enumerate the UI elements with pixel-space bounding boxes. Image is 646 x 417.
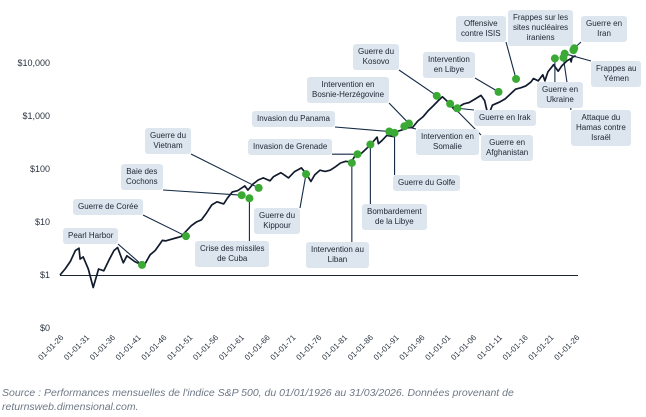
event-label: Intervention au Liban: [306, 242, 369, 268]
x-tick-label: 01-01-01: [423, 333, 452, 362]
x-tick-label: 01-01-21: [527, 333, 556, 362]
event-marker: [390, 128, 399, 137]
event-label: Frappes sur les sites nucléaires iranien…: [508, 10, 574, 46]
event-connector: [474, 77, 499, 93]
x-tick-label: 01-01-06: [449, 333, 478, 362]
event-marker: [245, 194, 254, 203]
y-tick-label: $0: [40, 323, 50, 333]
x-tick-label: 01-01-76: [294, 333, 323, 362]
event-marker: [512, 74, 521, 83]
y-tick-label: $100: [30, 164, 50, 174]
event-label: Crise des missiles de Cuba: [195, 241, 270, 267]
event-label: Invasion de Grenade: [248, 139, 333, 155]
y-tick-label: $10: [35, 217, 50, 227]
event-label: Guerre en Irak: [474, 110, 536, 126]
x-tick-label: 01-01-51: [165, 333, 194, 362]
y-axis: $0 $1 $10 $100 $1,000 $10,000: [17, 58, 578, 333]
event-connector: [398, 69, 438, 97]
event-marker: [302, 170, 311, 179]
x-tick-label: 01-01-16: [501, 333, 530, 362]
event-marker: [404, 119, 413, 128]
event-marker: [446, 99, 455, 108]
event-marker: [347, 158, 356, 167]
event-connector: [564, 53, 592, 62]
event-label: Intervention en Somalie: [416, 129, 479, 155]
event-marker: [432, 91, 441, 100]
x-tick-label: 01-01-81: [320, 333, 349, 362]
event-label: Bombardement de la Libye: [362, 204, 427, 230]
event-marker: [353, 150, 362, 159]
x-tick-label: 01-01-86: [346, 333, 375, 362]
x-tick-label: 01-01-96: [398, 333, 427, 362]
event-marker: [366, 140, 375, 149]
event-label: Frappes au Yémen: [591, 61, 642, 87]
x-tick-label: 01-01-61: [217, 333, 246, 362]
event-marker: [237, 191, 246, 200]
event-label: Baie des Cochons: [121, 164, 163, 190]
x-tick-label: 01-01-41: [114, 333, 143, 362]
x-tick-label: 01-01-46: [140, 333, 169, 362]
event-marker: [453, 104, 462, 113]
event-connector: [334, 126, 390, 133]
x-tick-label: 01-01-26: [552, 333, 581, 362]
event-label: Offensive contre ISIS: [456, 16, 506, 42]
x-tick-label: 01-01-71: [269, 333, 298, 362]
event-label: Guerre du Kosovo: [353, 44, 400, 70]
event-marker: [137, 260, 146, 269]
source-caption: Source : Performances mensuelles de l'in…: [2, 387, 514, 413]
event-label: Guerre en Iran: [581, 16, 628, 42]
x-axis: 01-01-2601-01-3101-01-3601-01-4101-01-46…: [36, 333, 581, 362]
event-connector: [162, 189, 242, 196]
event-connector: [505, 41, 517, 80]
event-label: Attaque du Hamas contre Israël: [571, 110, 631, 146]
x-tick-label: 01-01-56: [191, 333, 220, 362]
event-label: Guerre de Corée: [73, 199, 144, 215]
y-tick-label: $1: [40, 270, 50, 280]
event-connector: [190, 153, 259, 189]
event-label: Pearl Harbor: [63, 228, 119, 244]
event-connector: [117, 243, 143, 266]
event-connector: [299, 174, 307, 209]
event-marker: [182, 232, 191, 241]
x-tick-label: 01-01-66: [243, 333, 272, 362]
event-marker: [569, 46, 578, 55]
event-label: Guerre du Golfe: [393, 175, 461, 191]
y-tick-label: $1,000: [22, 111, 50, 121]
event-label: Intervention en Libye: [423, 52, 475, 78]
x-tick-label: 01-01-36: [88, 333, 117, 362]
event-marker: [550, 54, 559, 63]
event-marker: [560, 49, 569, 58]
y-tick-label: $10,000: [17, 58, 50, 68]
event-marker: [254, 183, 263, 192]
x-tick-label: 01-01-26: [36, 333, 65, 362]
event-label: Guerre du Vietnam: [145, 128, 192, 154]
event-connector: [388, 102, 410, 124]
event-label: Intervention en Bosnie-Herzégovine: [307, 77, 390, 103]
x-tick-label: 01-01-31: [62, 333, 91, 362]
event-connector: [142, 214, 187, 237]
event-label: Invasion du Panama: [252, 111, 335, 127]
event-label: Guerre du Kippour: [254, 208, 301, 234]
event-label: Guerre en Ukraine: [537, 82, 584, 108]
chart: $0$1$10$100$1,000$10,000 01-01-2601-01-3…: [17, 41, 592, 362]
x-tick-label: 01-01-11: [475, 333, 504, 362]
x-tick-label: 01-01-91: [372, 333, 401, 362]
event-marker: [494, 87, 503, 96]
marker-layer: [137, 44, 579, 269]
event-label: Guerre en Afghanistan: [481, 135, 534, 161]
